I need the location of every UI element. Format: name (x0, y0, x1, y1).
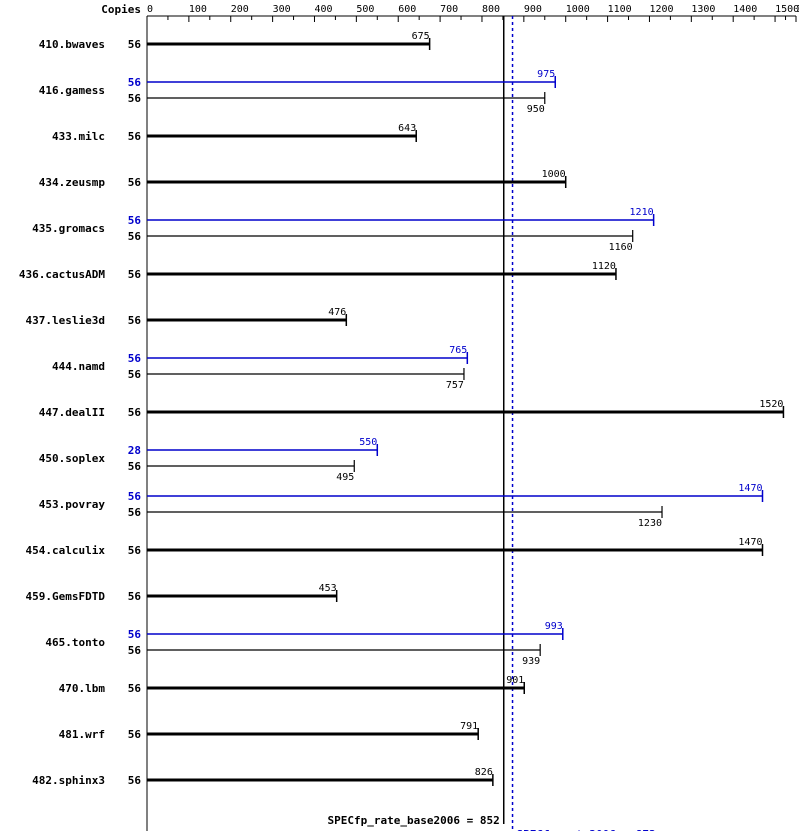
axis-tick-label: 0 (147, 4, 153, 15)
base-copies: 56 (128, 460, 142, 473)
base-copies: 56 (128, 314, 142, 327)
peak-copies: 56 (128, 352, 142, 365)
benchmark-label: 453.povray (39, 498, 106, 511)
peak-copies: 56 (128, 76, 142, 89)
benchmark-label: 434.zeusmp (39, 176, 106, 189)
axis-tick-label: 1200 (649, 4, 673, 15)
peak-value: 1210 (630, 207, 654, 218)
benchmark-label: 436.cactusADM (19, 268, 105, 281)
base-value: 757 (446, 380, 464, 391)
benchmark-label: 482.sphinx3 (32, 774, 105, 787)
base-value: 939 (522, 656, 540, 667)
axis-tick-label: 1000 (566, 4, 590, 15)
axis-tick-label: 1300 (691, 4, 715, 15)
base-value: 643 (398, 123, 416, 134)
benchmark-label: 450.soplex (39, 452, 106, 465)
base-value: 791 (460, 721, 478, 732)
benchmark-label: 433.milc (52, 130, 105, 143)
benchmark-label: 454.calculix (26, 544, 106, 557)
base-copies: 56 (128, 590, 142, 603)
base-copies: 56 (128, 268, 142, 281)
axis-tick-label: 700 (440, 4, 458, 15)
base-value: 1000 (542, 169, 566, 180)
axis-tick-label: 1100 (608, 4, 632, 15)
axis-tick-label: 600 (398, 4, 416, 15)
base-value: 1470 (738, 537, 762, 548)
base-copies: 56 (128, 368, 142, 381)
benchmark-label: 470.lbm (59, 682, 106, 695)
base-copies: 56 (128, 682, 142, 695)
base-value: 495 (336, 472, 354, 483)
base-summary: SPECfp_rate_base2006 = 852 (328, 814, 500, 827)
peak-value: 550 (359, 437, 377, 448)
base-value: 1520 (759, 399, 783, 410)
axis-tick-label: 100 (189, 4, 207, 15)
benchmark-label: 435.gromacs (32, 222, 105, 235)
base-value: 476 (328, 307, 346, 318)
base-copies: 56 (128, 130, 142, 143)
copies-header: Copies (101, 3, 141, 16)
benchmark-label: 459.GemsFDTD (26, 590, 106, 603)
axis-tick-label: 1400 (733, 4, 757, 15)
axis-tick-label: 300 (273, 4, 291, 15)
base-copies: 56 (128, 38, 142, 51)
peak-copies: 56 (128, 490, 142, 503)
benchmark-label: 447.dealII (39, 406, 105, 419)
spec-benchmark-chart: 0 100 200 300 400 500 600 700 800 900 1000 1100 1200… (0, 0, 799, 831)
peak-value: 993 (545, 621, 563, 632)
base-copies: 56 (128, 176, 142, 189)
peak-value: 975 (537, 69, 555, 80)
axis-tick-label: 400 (314, 4, 332, 15)
peak-copies: 28 (128, 444, 141, 457)
base-value: 826 (475, 767, 493, 778)
base-value: 1160 (609, 242, 633, 253)
benchmark-label: 416.gamess (39, 84, 105, 97)
benchmark-label: 437.leslie3d (26, 314, 105, 327)
base-value: 1230 (638, 518, 662, 529)
base-value: 675 (412, 31, 430, 42)
base-copies: 56 (128, 728, 142, 741)
base-copies: 56 (128, 644, 142, 657)
base-value: 950 (527, 104, 545, 115)
peak-value: 1470 (738, 483, 762, 494)
base-copies: 56 (128, 544, 142, 557)
base-copies: 56 (128, 406, 142, 419)
base-value: 1120 (592, 261, 616, 272)
base-copies: 56 (128, 506, 142, 519)
base-value: 901 (506, 675, 524, 686)
base-copies: 56 (128, 92, 142, 105)
peak-copies: 56 (128, 628, 142, 641)
base-value: 453 (319, 583, 337, 594)
axis-tick-label: 200 (231, 4, 249, 15)
base-copies: 56 (128, 230, 142, 243)
benchmark-label: 410.bwaves (39, 38, 105, 51)
axis-tick-label: 800 (482, 4, 500, 15)
axis-tick-label: 900 (524, 4, 542, 15)
benchmark-label: 444.namd (52, 360, 105, 373)
benchmark-label: 465.tonto (45, 636, 105, 649)
base-copies: 56 (128, 774, 142, 787)
benchmark-label: 481.wrf (59, 728, 105, 741)
peak-value: 765 (449, 345, 467, 356)
axis-tick-label: 500 (356, 4, 374, 15)
peak-copies: 56 (128, 214, 142, 227)
